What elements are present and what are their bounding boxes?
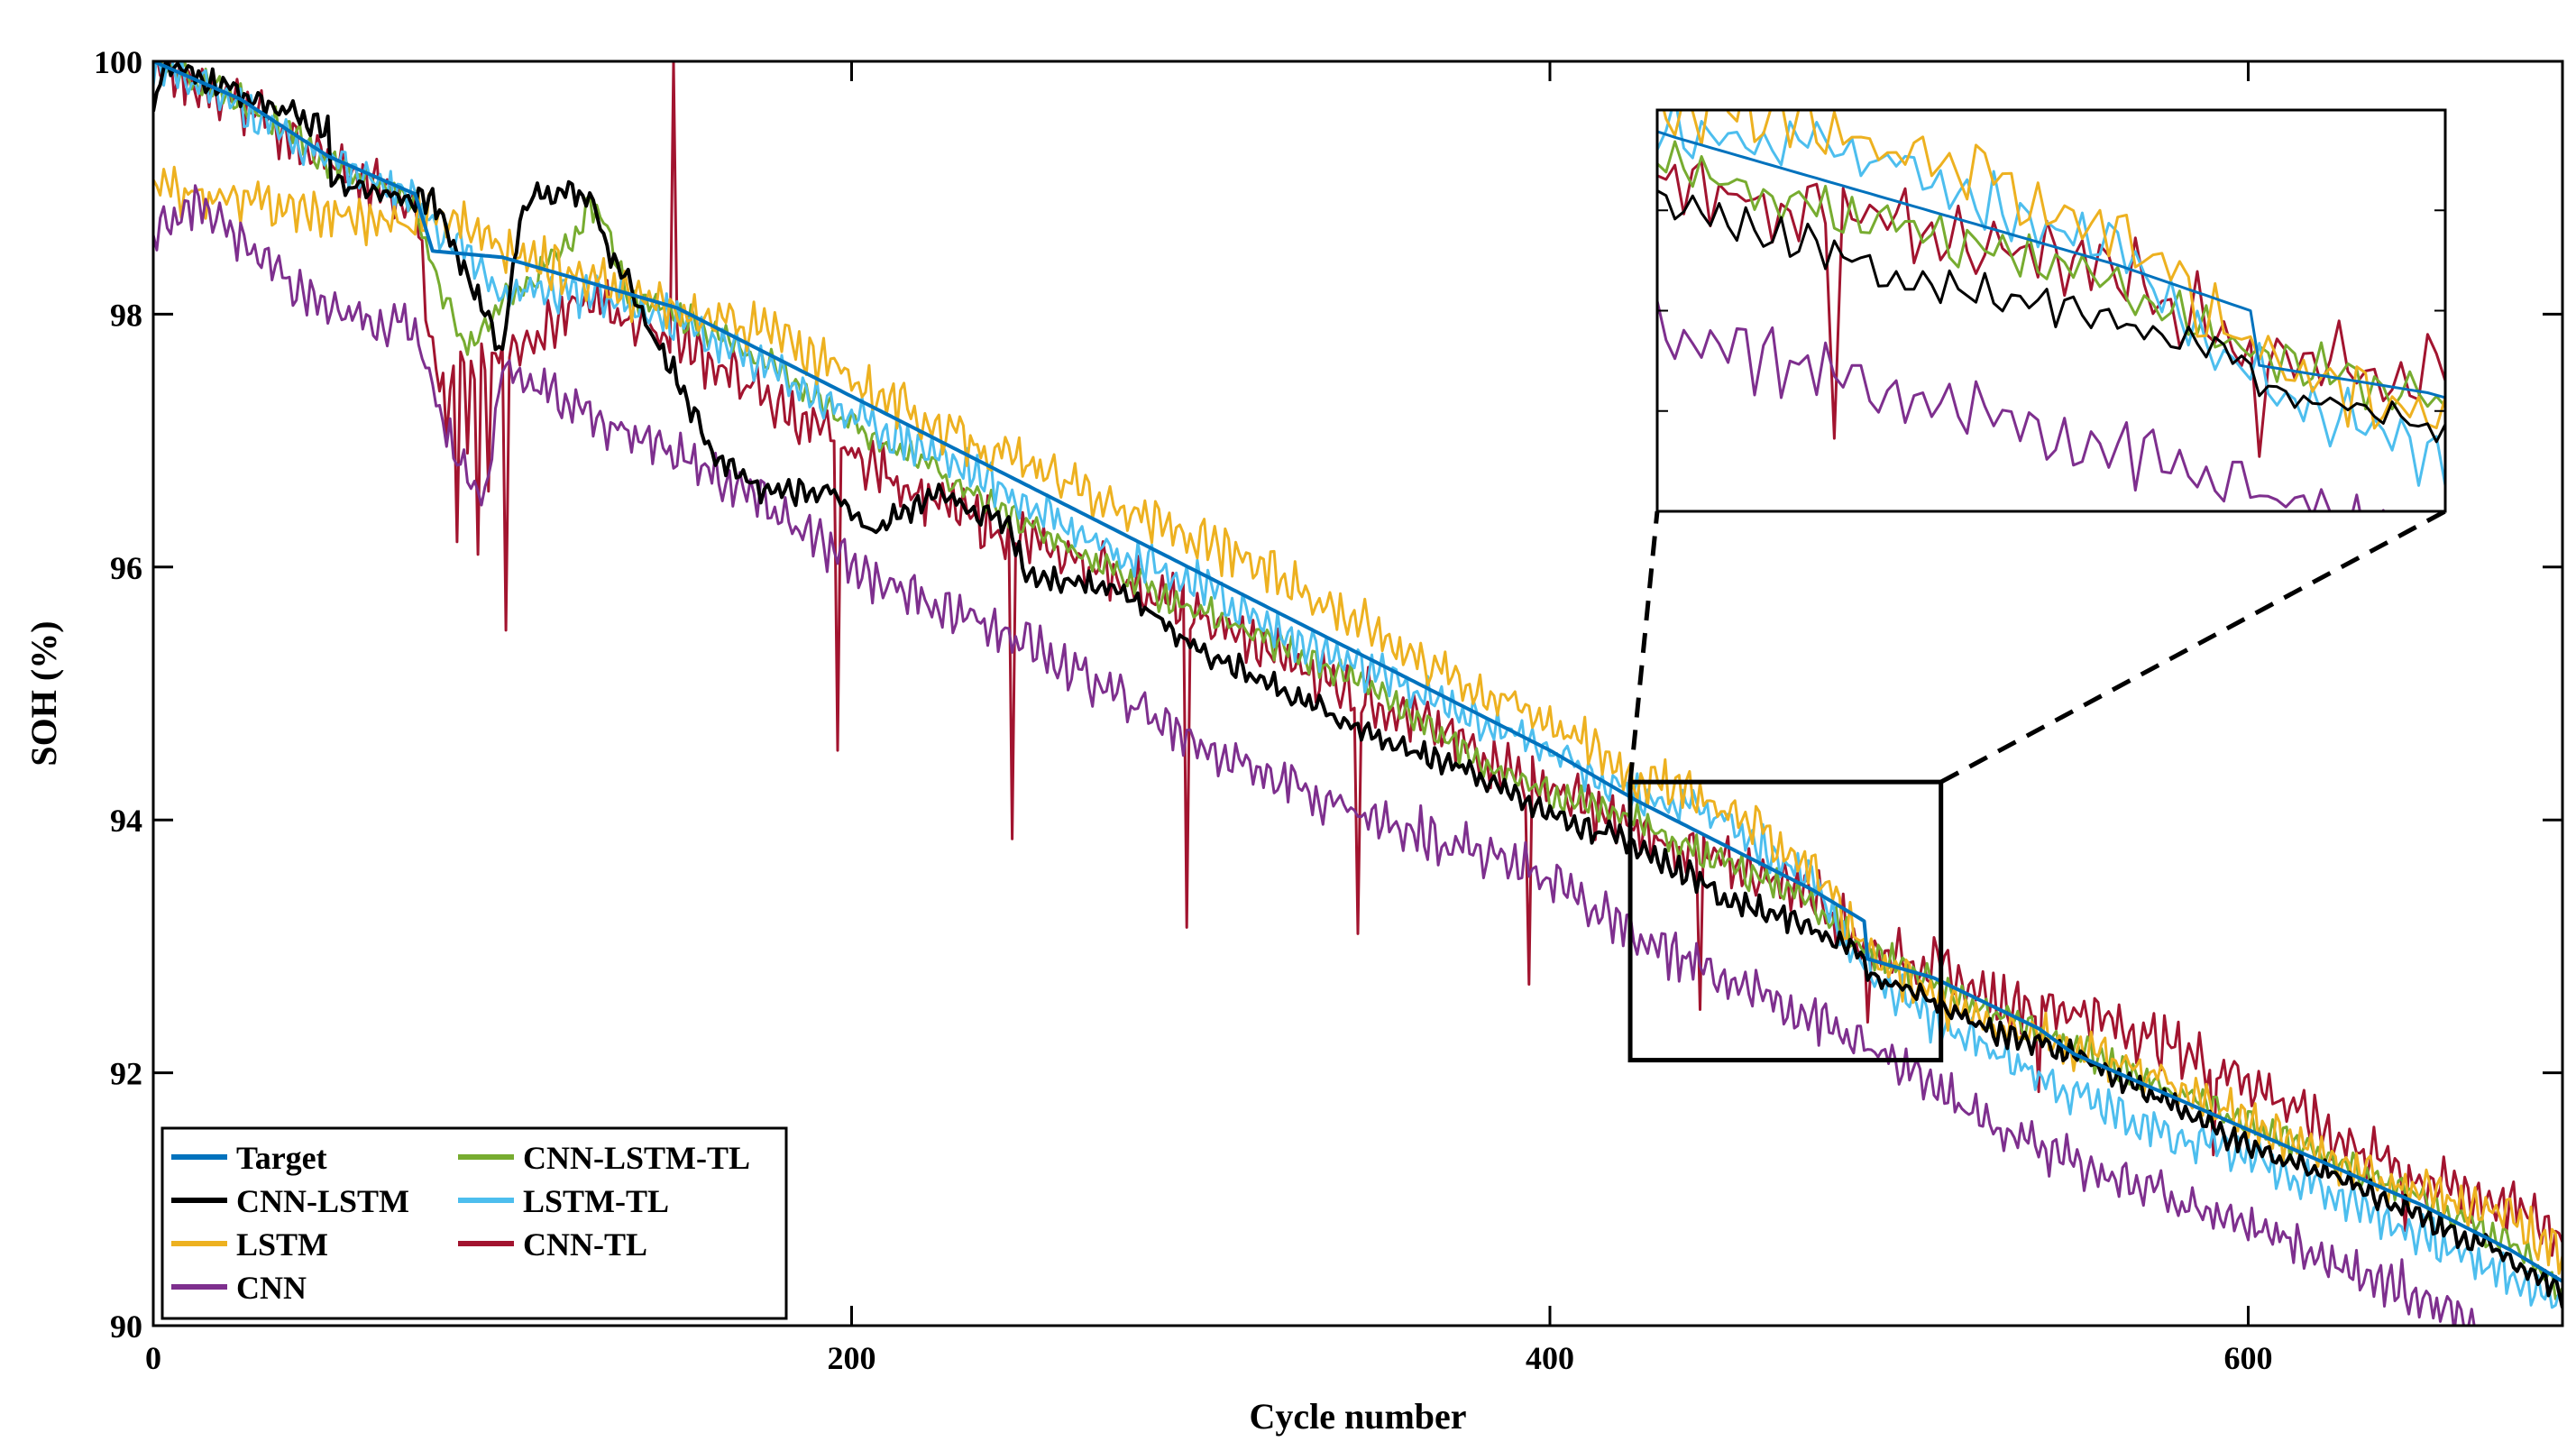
x-axis-label: Cycle number [1249,1396,1466,1437]
x-tick-label: 0 [145,1340,161,1376]
series-line-target [153,61,2562,1283]
x-tick-label: 200 [827,1340,875,1376]
zoom-connector-left [1627,510,1660,783]
inset-line-lstm [1662,110,2445,430]
y-tick-label: 90 [110,1309,142,1345]
y-tick-label: 94 [110,803,142,839]
inset-line-cnn-lstm-tl [1657,140,2445,411]
legend-label-cnn: CNN [236,1270,307,1306]
zoom-layer [1627,509,2447,1063]
plot-frame [151,60,2564,1327]
x-tick-label: 400 [1526,1340,1574,1376]
x-tick-label: 600 [2223,1340,2272,1376]
legend-label-cnn-lstm-tl: CNN-LSTM-TL [523,1140,750,1176]
series-line-cnn [153,184,2476,1326]
legend-label-lstm-tl: LSTM-TL [523,1183,669,1219]
series-line-lstm-tl [153,61,2562,1309]
legend-label-cnn-tl: CNN-TL [523,1226,647,1263]
y-tick-label: 96 [110,550,142,586]
legend: Target CNN-LSTM LSTM CNN CNN-LSTM-TL LSTM-TL C… [160,1126,788,1320]
y-tick-label: 100 [94,44,142,80]
legend-label-target: Target [236,1140,327,1176]
legend-label-lstm: LSTM [236,1226,328,1263]
inset-series [1657,110,2445,511]
inset-line-cnn-lstm [1657,189,2445,444]
y-axis-label: SOH (%) [23,620,64,766]
series-line-cnn-lstm [153,61,2562,1309]
zoom-region-box [1627,779,1944,1063]
inset-line-lstm-tl [1657,110,2445,487]
legend-label-cnn-lstm: CNN-LSTM [236,1183,409,1219]
series-layer [153,61,2562,1326]
y-tick-label: 98 [110,297,142,333]
series-line-lstm [153,165,2562,1275]
y-tick-label: 92 [110,1056,142,1092]
inset-layer [1655,108,2447,513]
inset-line-target [1657,130,2445,399]
axes-layer: 0 200 400 600 90 92 94 96 98 100 [94,44,2564,1376]
legend-box [160,1126,788,1320]
inset-line-cnn [1657,299,2386,511]
